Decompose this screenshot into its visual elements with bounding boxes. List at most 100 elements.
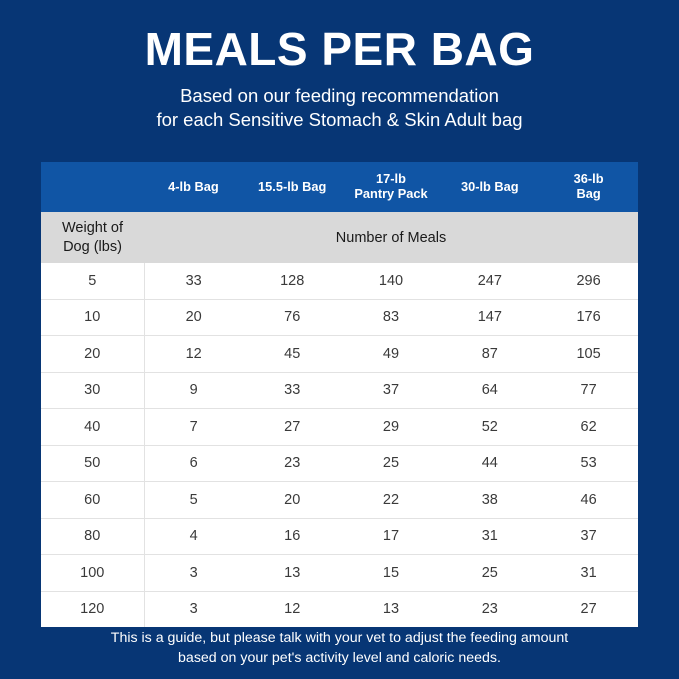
cell-15-5lb: 23 (242, 444, 342, 482)
subtitle-line-1: Based on our feeding recommendation (180, 85, 499, 106)
bag-header-36lb-line2: Bag (576, 186, 601, 201)
page-title: MEALS PER BAG (144, 23, 535, 75)
subtitle-line-2: for each Sensitive Stomach & Skin Adult … (156, 109, 523, 131)
bag-header-17lb-line1: 17-lb (376, 171, 406, 187)
cell-30lb: 31 (440, 517, 540, 555)
meta-header-row: Weight of Dog (lbs) Number of Meals (41, 212, 638, 263)
cell-30lb: 25 (440, 554, 540, 591)
cell-17lb: 49 (341, 335, 441, 372)
bag-header-corner-blank (41, 162, 144, 212)
cell-15-5lb: 20 (242, 481, 342, 518)
cell-weight: 20 (41, 335, 145, 372)
cell-15-5lb: 27 (242, 408, 342, 445)
cell-4lb: 3 (144, 590, 243, 627)
cell-30lb: 23 (440, 590, 540, 627)
cell-17lb: 37 (341, 371, 441, 409)
cell-17lb: 140 (341, 263, 441, 299)
cell-4lb: 3 (144, 554, 243, 591)
footer-line-1: This is a guide, but please talk with yo… (110, 630, 569, 646)
cell-36lb: 62 (539, 408, 638, 445)
cell-36lb: 296 (539, 263, 638, 299)
cell-30lb: 64 (440, 371, 540, 409)
cell-4lb: 33 (144, 263, 243, 299)
bag-header-30lb: 30-lb Bag (440, 162, 540, 212)
table-row: 5 33 128 140 247 296 (41, 263, 638, 299)
cell-36lb: 77 (539, 371, 638, 409)
bag-header-30lb-line1: 30-lb Bag (460, 178, 519, 194)
cell-36lb: 27 (539, 590, 638, 627)
cell-weight: 60 (41, 481, 145, 518)
bag-header-15-5lb-line1: 15.5-lb Bag (258, 178, 327, 194)
cell-36lb: 176 (539, 298, 638, 336)
table-row: 30 9 33 37 64 77 (41, 371, 638, 409)
cell-4lb: 5 (144, 481, 243, 518)
cell-36lb: 37 (539, 517, 638, 555)
cell-weight: 10 (41, 298, 145, 336)
cell-4lb: 4 (144, 517, 243, 555)
cell-15-5lb: 12 (242, 590, 342, 627)
table-row: 80 4 16 17 31 37 (41, 517, 638, 555)
footer-line-2: based on your pet's activity level and c… (178, 650, 501, 667)
table-row: 20 12 45 49 87 105 (41, 335, 638, 372)
footer-disclaimer: This is a guide, but please talk with yo… (0, 628, 679, 668)
cell-15-5lb: 16 (242, 517, 342, 555)
cell-36lb: 53 (539, 444, 638, 482)
bag-header-15-5lb: 15.5-lb Bag (242, 162, 342, 212)
cell-4lb: 7 (144, 408, 243, 445)
table-row: 50 6 23 25 44 53 (41, 444, 638, 482)
cell-4lb: 6 (144, 444, 243, 482)
cell-weight: 40 (41, 408, 145, 445)
cell-15-5lb: 45 (242, 335, 342, 372)
cell-36lb: 31 (539, 554, 638, 591)
cell-4lb: 9 (144, 371, 243, 409)
cell-weight: 30 (41, 371, 145, 409)
header-block: MEALS PER BAG Based on our feeding recom… (0, 0, 679, 133)
table-head: 4-lb Bag 15.5-lb Bag 17-lb Pantry Pack 3… (41, 162, 638, 263)
number-of-meals-header: Number of Meals (144, 212, 638, 263)
bag-header-36lb-line1: 36-lb (573, 171, 604, 187)
cell-30lb: 87 (440, 335, 540, 372)
cell-17lb: 29 (341, 408, 441, 445)
table-row: 40 7 27 29 52 62 (41, 408, 638, 445)
cell-17lb: 22 (341, 481, 441, 518)
weight-header-line-1: Weight of (62, 219, 123, 236)
cell-30lb: 38 (440, 481, 540, 518)
meals-table-container: 4-lb Bag 15.5-lb Bag 17-lb Pantry Pack 3… (41, 162, 638, 627)
table-body: 5 33 128 140 247 296 10 20 76 83 147 176… (41, 263, 638, 627)
cell-17lb: 13 (341, 590, 441, 627)
cell-17lb: 83 (341, 298, 441, 336)
cell-36lb: 105 (539, 335, 638, 372)
weight-header-line-2: Dog (lbs) (63, 238, 122, 255)
bag-size-header-row: 4-lb Bag 15.5-lb Bag 17-lb Pantry Pack 3… (41, 162, 638, 212)
cell-30lb: 147 (440, 298, 540, 336)
cell-17lb: 17 (341, 517, 441, 555)
cell-15-5lb: 128 (242, 263, 342, 299)
table-row: 60 5 20 22 38 46 (41, 481, 638, 518)
cell-weight: 120 (41, 590, 145, 627)
cell-4lb: 20 (144, 298, 243, 336)
cell-weight: 80 (41, 517, 145, 555)
cell-15-5lb: 13 (242, 554, 342, 591)
meals-table: 4-lb Bag 15.5-lb Bag 17-lb Pantry Pack 3… (41, 162, 638, 627)
bag-header-17lb-line2: Pantry Pack (354, 186, 428, 201)
table-row: 10 20 76 83 147 176 (41, 298, 638, 336)
cell-4lb: 12 (144, 335, 243, 372)
table-row: 100 3 13 15 25 31 (41, 554, 638, 591)
cell-17lb: 25 (341, 444, 441, 482)
page-subtitle: Based on our feeding recommendation for … (0, 72, 679, 133)
cell-30lb: 247 (440, 263, 540, 299)
cell-17lb: 15 (341, 554, 441, 591)
table-row: 120 3 12 13 23 27 (41, 590, 638, 627)
weight-of-dog-header: Weight of Dog (lbs) (41, 212, 144, 263)
cell-weight: 50 (41, 444, 145, 482)
bag-header-4lb-line1: 4-lb Bag (168, 178, 219, 194)
cell-15-5lb: 33 (242, 371, 342, 409)
bag-header-36lb: 36-lb Bag (539, 162, 638, 212)
cell-30lb: 44 (440, 444, 540, 482)
cell-weight: 5 (41, 263, 145, 299)
bag-header-4lb: 4-lb Bag (144, 162, 243, 212)
cell-36lb: 46 (539, 481, 638, 518)
cell-30lb: 52 (440, 408, 540, 445)
cell-15-5lb: 76 (242, 298, 342, 336)
